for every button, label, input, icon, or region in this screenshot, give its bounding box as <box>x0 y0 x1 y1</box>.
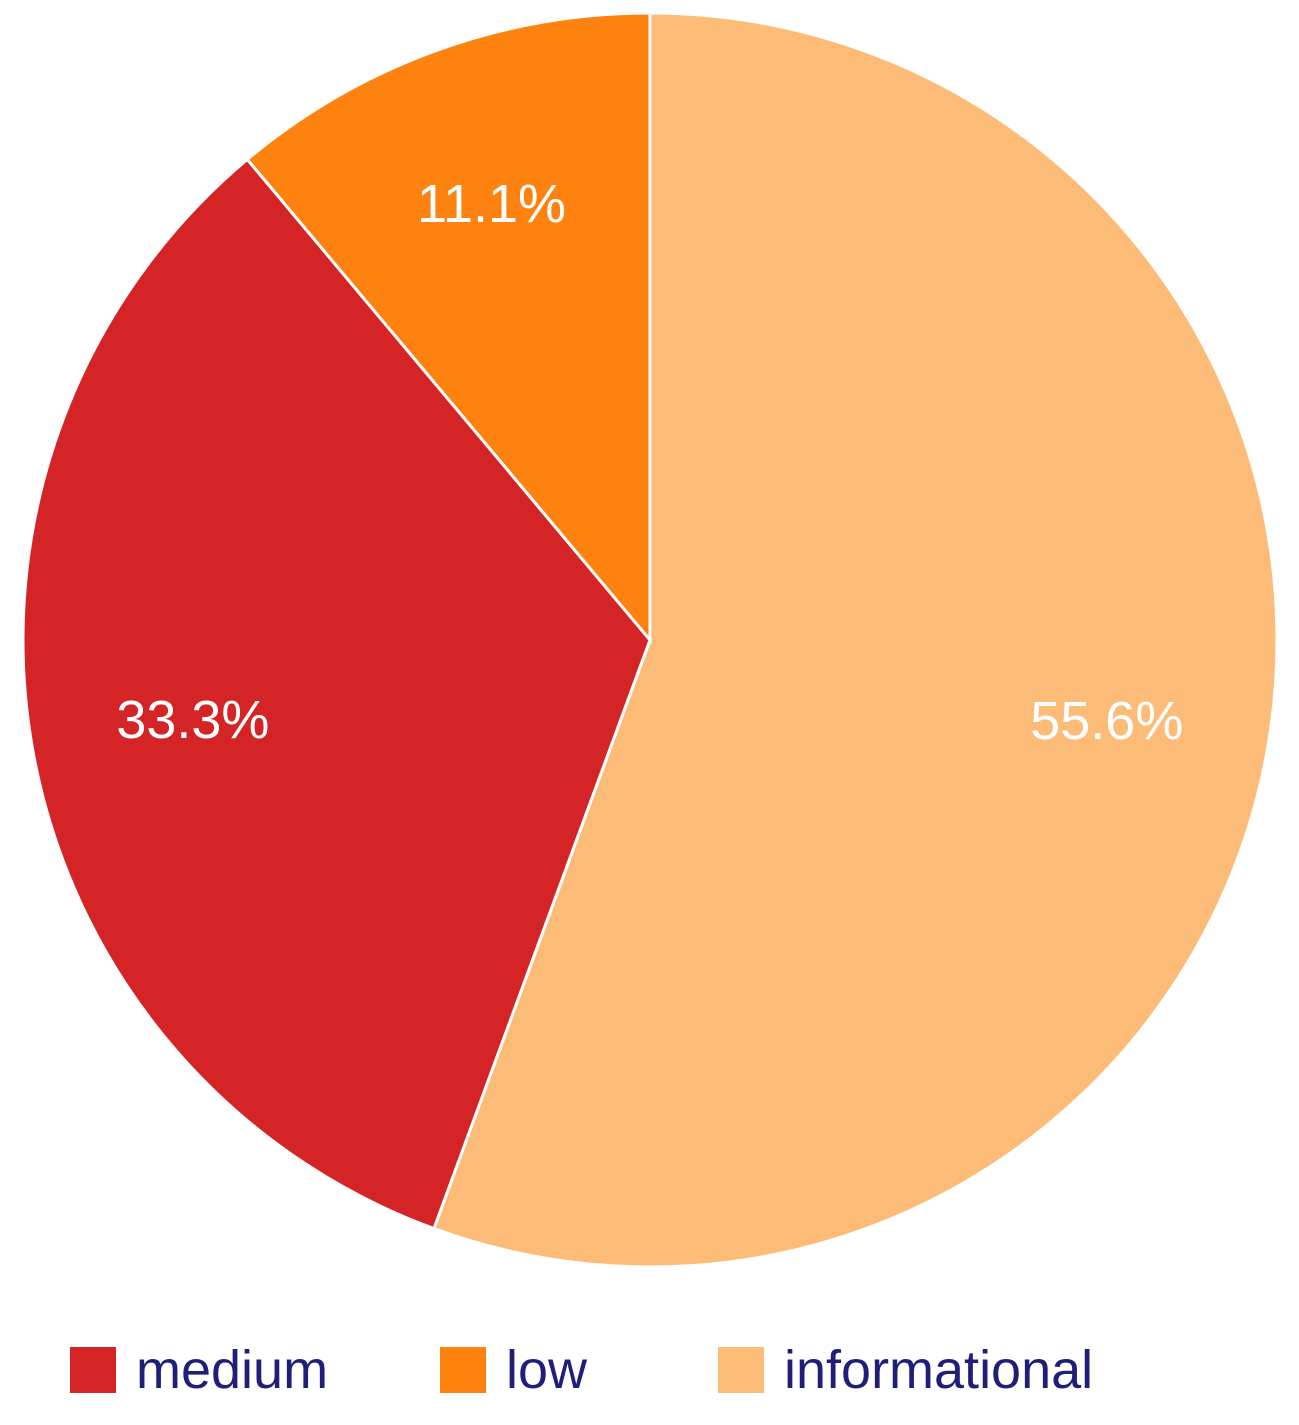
legend-swatch-informational[interactable] <box>718 1347 764 1393</box>
pie-slice-labels: 55.6% 33.3% 11.1% <box>116 174 1183 751</box>
legend-label-medium[interactable]: medium <box>136 1340 328 1400</box>
slice-label-informational: 55.6% <box>1030 691 1183 751</box>
slice-label-medium: 33.3% <box>116 690 269 750</box>
chart-legend: medium low informational <box>70 1340 1093 1400</box>
pie-slices <box>21 11 1279 1269</box>
pie-slice-low[interactable] <box>245 11 652 645</box>
legend-swatch-low[interactable] <box>440 1347 486 1393</box>
pie-slice-informational[interactable] <box>431 11 1279 1269</box>
legend-label-low[interactable]: low <box>506 1340 588 1400</box>
legend-swatch-medium[interactable] <box>70 1347 116 1393</box>
legend-label-informational[interactable]: informational <box>784 1340 1093 1400</box>
slice-label-low: 11.1% <box>417 174 566 234</box>
pie-slice-medium[interactable] <box>21 157 652 1231</box>
